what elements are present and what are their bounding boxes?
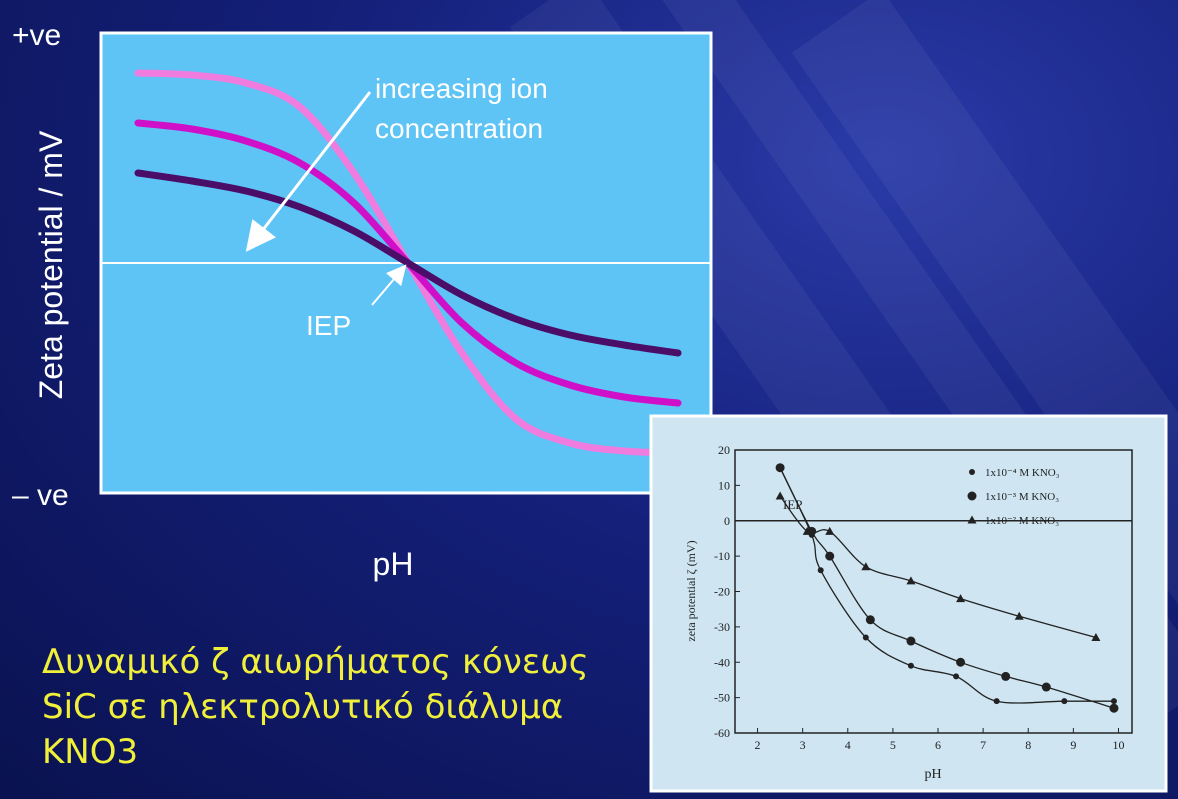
- measured-data-point: [907, 662, 914, 669]
- measured-data-point: [825, 526, 835, 535]
- measured-data-point: [802, 526, 812, 535]
- measured-data-point: [865, 615, 875, 625]
- measured-x-tick-label: 4: [845, 738, 851, 752]
- measured-data-point: [906, 636, 916, 646]
- measured-ticks-group: 20 10 0 -10 -20 -30 -40 -50 -60 2 3 4 5 6 7 8 9 10: [714, 443, 1132, 752]
- measured-y-tick-label: -30: [714, 620, 730, 634]
- measured-data-point: [1109, 703, 1119, 713]
- measured-y-tick-label: -20: [714, 585, 730, 599]
- measured-x-tick-label: 3: [800, 738, 806, 752]
- legend-label: 1x10⁻³ M KNO₃: [985, 491, 1059, 503]
- measured-data-point: [956, 594, 966, 603]
- slide-caption: Δυναμικό ζ αιωρήματος κόνεως SiC σε ηλεκ…: [42, 640, 682, 775]
- measured-x-tick-label: 8: [1025, 738, 1031, 752]
- measured-y-tick-label: 20: [718, 443, 730, 457]
- measured-chart: 20 10 0 -10 -20 -30 -40 -50 -60 2 3 4 5 6 7 8 9 10 IEP 1x…: [649, 414, 1168, 793]
- measured-x-tick-label: 6: [935, 738, 941, 752]
- concentration-arrow: [245, 91, 372, 252]
- legend-marker: [969, 469, 975, 475]
- measured-y-axis-label: zeta potential ζ (mV): [684, 540, 698, 641]
- measured-data-point: [1110, 698, 1117, 705]
- measured-legend: 1x10⁻⁴ M KNO₃ 1x10⁻³ M KNO₃ 1x10⁻² M KNO₃: [967, 467, 1060, 527]
- measured-points-group: [775, 463, 1119, 713]
- measured-y-tick-label: -60: [714, 726, 730, 740]
- measured-data-point: [953, 673, 960, 680]
- measured-data-point: [1061, 698, 1068, 705]
- caption-line-3: KNO3: [42, 732, 139, 772]
- measured-x-tick-label: 9: [1070, 738, 1076, 752]
- measured-y-tick-label: -40: [714, 655, 730, 669]
- measured-y-tick-label: -10: [714, 549, 730, 563]
- measured-data-point: [1041, 682, 1051, 692]
- measured-data-point: [1014, 611, 1024, 620]
- schematic-series-line-3: [134, 169, 682, 357]
- schematic-chart: increasing ion concentration IEP +ve – v…: [12, 19, 713, 582]
- measured-data-point: [825, 551, 835, 561]
- iep-label: IEP: [306, 310, 351, 341]
- measured-data-point: [775, 491, 785, 500]
- legend-label: 1x10⁻⁴ M KNO₃: [985, 467, 1060, 479]
- measured-data-point: [817, 567, 824, 574]
- iep-pointer: [371, 264, 407, 306]
- arrow-label-line-1: increasing ion: [375, 73, 548, 104]
- schematic-x-axis-label: pH: [373, 546, 414, 582]
- legend-marker: [967, 491, 977, 501]
- y-tick-negative: – ve: [12, 479, 69, 512]
- schematic-y-axis-label: Zeta potential / mV: [33, 130, 69, 399]
- measured-chart-panel: [649, 414, 1168, 793]
- caption-line-2: SiC σε ηλεκτρολυτικό διάλυμα: [42, 687, 564, 727]
- arrow-label-line-2: concentration: [375, 113, 543, 144]
- measured-data-point: [1001, 671, 1011, 681]
- measured-data-point: [1091, 632, 1101, 641]
- measured-y-tick-label: -50: [714, 691, 730, 705]
- measured-data-point: [906, 576, 916, 585]
- y-tick-positive: +ve: [12, 19, 61, 52]
- measured-y-tick-label: 0: [724, 514, 730, 528]
- legend-label: 1x10⁻² M KNO₃: [985, 515, 1059, 527]
- measured-y-tick-label: 10: [718, 478, 730, 492]
- measured-x-tick-label: 10: [1112, 738, 1124, 752]
- measured-x-tick-label: 7: [980, 738, 986, 752]
- measured-data-point: [956, 657, 966, 667]
- caption-line-1: Δυναμικό ζ αιωρήματος κόνεως: [42, 642, 589, 682]
- measured-data-point: [862, 634, 869, 641]
- measured-data-point: [993, 698, 1000, 705]
- measured-x-tick-label: 2: [755, 738, 761, 752]
- measured-x-tick-label: 5: [890, 738, 896, 752]
- measured-x-axis-label: pH: [924, 767, 941, 782]
- measured-iep-label: IEP: [783, 497, 803, 512]
- legend-marker: [967, 515, 977, 524]
- measured-data-point: [775, 463, 785, 473]
- measured-data-point: [861, 562, 871, 571]
- schematic-series-group: [134, 69, 682, 457]
